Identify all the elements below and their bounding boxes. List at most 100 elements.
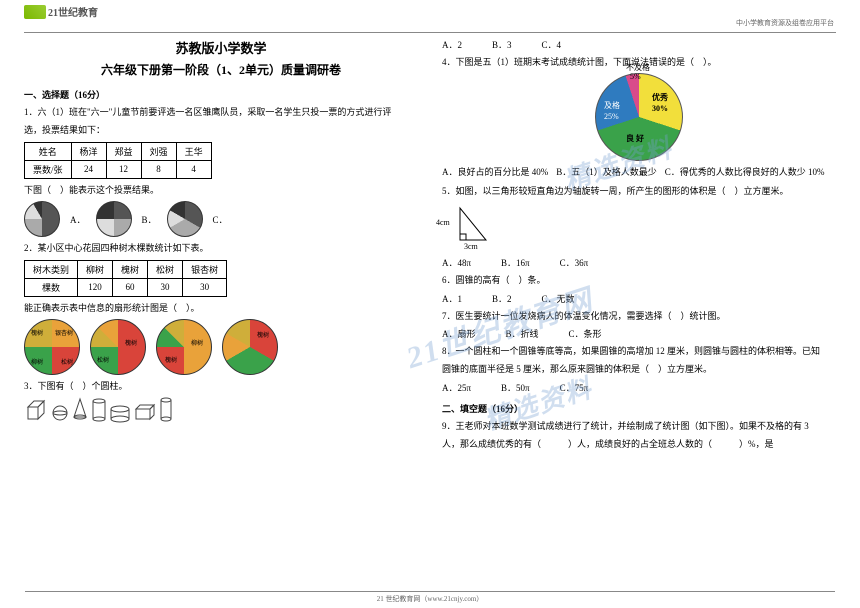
q2-rl: 棵数 [25,278,78,296]
cylinder-icon [92,397,106,423]
q8-C: C．75π [560,381,589,394]
table-row: 树木类别 柳树 槐树 松树 银杏树 [25,260,227,278]
q7-text: 7．医生要统计一位发烧病人的体温变化情况，需要选择（ ）统计图。 [442,309,836,323]
q2-v3: 30 [183,278,227,296]
q5-B: B．16π [501,256,530,269]
q1-pieB [96,201,132,237]
title-main: 苏教版小学数学 [24,38,418,57]
cube-icon [24,399,48,423]
q5-C: C．36π [560,256,589,269]
q3-opts: A．2 B．3 C．4 [442,38,836,51]
q2a-l3: 柳树 [31,357,43,366]
logo: 21世纪教育 [24,4,98,19]
q4-ji-pct: 25% [604,112,619,121]
q5-text: 5．如图，以三角形较短直角边为轴旋转一周，所产生的图形的体积是（ ）立方厘米。 [442,184,836,198]
q1-optC: C． [213,213,228,226]
q2a-l4: 松树 [61,357,73,366]
table-row: 棵数 120 60 30 30 [25,278,227,296]
q2d-l1: 槐树 [257,330,269,339]
q1-options: A． B． C． [24,201,418,237]
q1-h2: 郑益 [106,142,141,160]
q5-dimv: 4cm [436,218,450,227]
q4-pie-wrap: 不及格 5% 优秀 30% 良 好 及格 25% [442,73,836,161]
q2b-l1: 槐树 [125,338,137,347]
q1-table: 姓名 杨洋 郑益 刘强 王华 票数/张 24 12 8 4 [24,142,212,179]
title-sub: 六年级下册第一阶段（1、2单元）质量调研卷 [24,61,418,78]
q3-C: C．4 [542,38,562,51]
q4-pie: 不及格 5% 优秀 30% 良 好 及格 25% [595,73,683,161]
q6-opts: A．1 B．2 C．无数 [442,292,836,305]
q2-pieB: 槐树 松树 [90,319,146,375]
q4-you-pct: 30% [652,104,668,113]
q6-A: A．1 [442,292,462,305]
q2-options: 银杏树 槐树 柳树 松树 槐树 松树 柳树 槐树 槐树 [24,319,418,375]
q8-B: B．50π [501,381,530,394]
q6-C: C．无数 [542,292,575,305]
q1-v2: 8 [141,160,176,178]
q2-pieC: 柳树 槐树 [156,319,212,375]
q1-optB: B． [142,213,157,226]
q2-h1: 柳树 [78,260,113,278]
q1-h1: 杨洋 [71,142,106,160]
q3-B: B．3 [492,38,512,51]
q2b-l2: 松树 [97,355,109,364]
q5-A: A．48π [442,256,471,269]
q4-you: 优秀 [652,92,668,103]
q6-B: B．2 [492,292,512,305]
q7-opts: A．扇形 B．折线 C．条形 [442,327,836,340]
q1-v3: 4 [176,160,211,178]
q2-table: 树木类别 柳树 槐树 松树 银杏树 棵数 120 60 30 30 [24,260,227,297]
q1-v0: 24 [71,160,106,178]
footer-text: 21 世纪教育网（www.21cnjy.com） [377,595,484,603]
q5-opts: A．48π B．16π C．36π [442,256,836,269]
q2-h2: 槐树 [113,260,148,278]
cylinder3-icon [160,397,172,423]
q5-figure: 4cm 3cm [446,204,836,250]
q1-h4: 王华 [176,142,211,160]
q4-opts: A．良好占的百分比是 40% B．五（1）及格人数最少 C．得优秀的人数比得良好… [442,165,836,179]
q9-text2: 人，那么成绩优秀的有（ ）人，成绩良好的占全班总人数的（ ）%，是 [442,437,836,451]
q1-h0: 姓名 [25,142,72,160]
q8-A: A．25π [442,381,471,394]
sphere-icon [52,399,68,423]
table-row: 票数/张 24 12 8 4 [25,160,212,178]
q2-after: 能正确表示表中信息的扇形统计图是（ ）。 [24,301,418,315]
q1-pieC [167,201,203,237]
q6-text: 6．圆锥的高有（ ）条。 [442,273,836,287]
q3-shapes [24,397,418,423]
q8-text: 8．一个圆柱和一个圆锥等底等高，如果圆锥的高增加 12 厘米，则圆锥与圆柱的体积… [442,344,836,358]
q1-pieA [24,201,60,237]
q7-C: C．条形 [569,327,602,340]
q3-text: 3．下图有（ ）个圆柱。 [24,379,418,393]
q8-opts: A．25π B．50π C．75π [442,381,836,394]
q2-h3: 松树 [148,260,183,278]
q2-v0: 120 [78,278,113,296]
q1-text: 1．六（1）班在"六一"儿童节前要评选一名区雏鹰队员，采取一名学生只投一票的方式… [24,105,418,119]
q1-text2: 选，投票结果如下： [24,123,418,137]
q5-dimh: 3cm [464,242,478,251]
table-row: 姓名 杨洋 郑益 刘强 王华 [25,142,212,160]
section-1-heading: 一、选择题（16分） [24,88,418,101]
q8-text2: 圆锥的底面半径是 5 厘米，那么原来圆锥的体积是（ ）立方厘米。 [442,362,836,376]
q2-v2: 30 [148,278,183,296]
logo-text: 21世纪教育 [48,4,98,19]
q1-h3: 刘强 [141,142,176,160]
q1-after: 下图（ ）能表示这个投票结果。 [24,183,418,197]
footer: 21 世纪教育网（www.21cnjy.com） [0,591,860,604]
q2-v1: 60 [113,278,148,296]
q1-optA: A． [70,213,86,226]
cuboid-icon [134,401,156,423]
right-column: A．2 B．3 C．4 4．下图是五（1）班期末考试成绩统计图，下面说法错误的是… [442,24,836,600]
cylinder2-icon [110,405,130,423]
page: 苏教版小学数学 六年级下册第一阶段（1、2单元）质量调研卷 一、选择题（16分）… [0,0,860,608]
q7-B: B．折线 [506,327,539,340]
q4-A: A．良好占的百分比是 40% [442,165,548,179]
q4-ji: 及格 [604,100,620,111]
q2-h4: 银杏树 [183,260,227,278]
q2-text: 2．某小区中心花园四种树木棵数统计如下表。 [24,241,418,255]
q9-text: 9．王老师对本班数学测试成绩进行了统计，并绘制成了统计图（如下图）。如果不及格的… [442,419,836,433]
logo-icon [24,5,46,19]
q2-h0: 树木类别 [25,260,78,278]
q4-B: B．五（1）及格人数最少 [556,165,657,179]
q2a-l1: 银杏树 [55,328,73,337]
